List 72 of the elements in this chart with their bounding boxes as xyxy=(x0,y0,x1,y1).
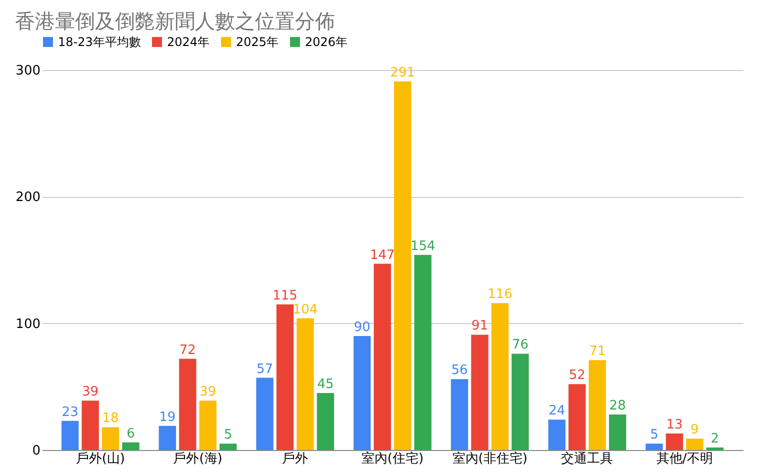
bar xyxy=(414,254,432,450)
data-label: 76 xyxy=(512,338,528,353)
bar xyxy=(646,444,663,450)
data-label: 116 xyxy=(488,287,512,302)
data-label: 115 xyxy=(272,288,298,304)
bar xyxy=(61,420,79,450)
data-label: 13 xyxy=(666,418,683,433)
y-tick-label: 0 xyxy=(32,444,40,458)
x-tick-label: 戶外(山) xyxy=(76,452,125,466)
x-tick-label: 戶外(海) xyxy=(173,452,222,466)
bar xyxy=(296,318,314,450)
data-label: 91 xyxy=(471,318,488,334)
bar xyxy=(706,447,724,450)
y-tick-label: 200 xyxy=(16,190,40,206)
data-label: 19 xyxy=(159,410,176,425)
bar xyxy=(316,393,334,450)
data-label: 24 xyxy=(548,404,566,419)
bar xyxy=(220,444,237,450)
bar xyxy=(450,379,468,450)
bar xyxy=(491,303,509,450)
data-label: 2 xyxy=(710,431,720,446)
x-tick-label: 室內(非住宅) xyxy=(452,450,528,466)
bar xyxy=(158,426,176,450)
bar xyxy=(608,414,626,450)
y-tick-label: 100 xyxy=(16,316,40,332)
data-label: 104 xyxy=(292,302,318,318)
data-label: 56 xyxy=(451,363,468,378)
legend-label: 2025年 xyxy=(236,35,279,49)
data-label: 28 xyxy=(609,398,626,414)
y-tick-label: 300 xyxy=(16,64,40,78)
data-label: 9 xyxy=(690,422,699,438)
data-label: 90 xyxy=(354,320,370,335)
bar xyxy=(374,264,391,450)
bar xyxy=(568,384,586,450)
bar xyxy=(548,420,566,450)
bar xyxy=(588,360,606,450)
bar xyxy=(256,378,274,450)
data-label: 45 xyxy=(317,377,334,392)
bar xyxy=(512,354,529,450)
bar xyxy=(179,358,196,450)
bar xyxy=(199,400,216,450)
legend-label: 2026年 xyxy=(305,35,348,49)
data-label: 18 xyxy=(102,411,119,426)
data-label: 291 xyxy=(390,65,416,80)
bar xyxy=(122,442,140,450)
data-label: 23 xyxy=(62,404,78,420)
data-label: 5 xyxy=(650,428,658,443)
legend-label: 18-23年平均數 xyxy=(58,35,141,49)
x-tick-label: 其他/不明 xyxy=(656,452,713,466)
x-tick-label: 室內(住宅) xyxy=(361,450,424,466)
data-label: 52 xyxy=(568,368,586,384)
bar xyxy=(394,81,412,450)
bar xyxy=(354,336,371,450)
chart-title: 香港暈倒及倒斃新聞人數之位置分佈 xyxy=(15,9,336,33)
bar xyxy=(82,400,99,450)
data-label: 5 xyxy=(224,428,232,443)
data-label: 147 xyxy=(370,248,395,263)
bar xyxy=(666,434,684,450)
data-label: 57 xyxy=(256,362,274,377)
data-label: 71 xyxy=(589,344,606,360)
data-label: 39 xyxy=(200,384,216,400)
x-tick-label: 交通工具 xyxy=(561,450,614,466)
bar xyxy=(471,334,488,450)
data-label: 39 xyxy=(82,384,99,400)
bar xyxy=(686,438,704,450)
legend-label: 2024年 xyxy=(167,35,210,49)
bar xyxy=(102,427,120,450)
bar xyxy=(276,304,294,450)
data-label: 6 xyxy=(126,426,135,442)
data-label: 72 xyxy=(179,342,196,358)
x-tick-label: 戶外 xyxy=(282,452,308,466)
data-label: 154 xyxy=(410,238,436,254)
